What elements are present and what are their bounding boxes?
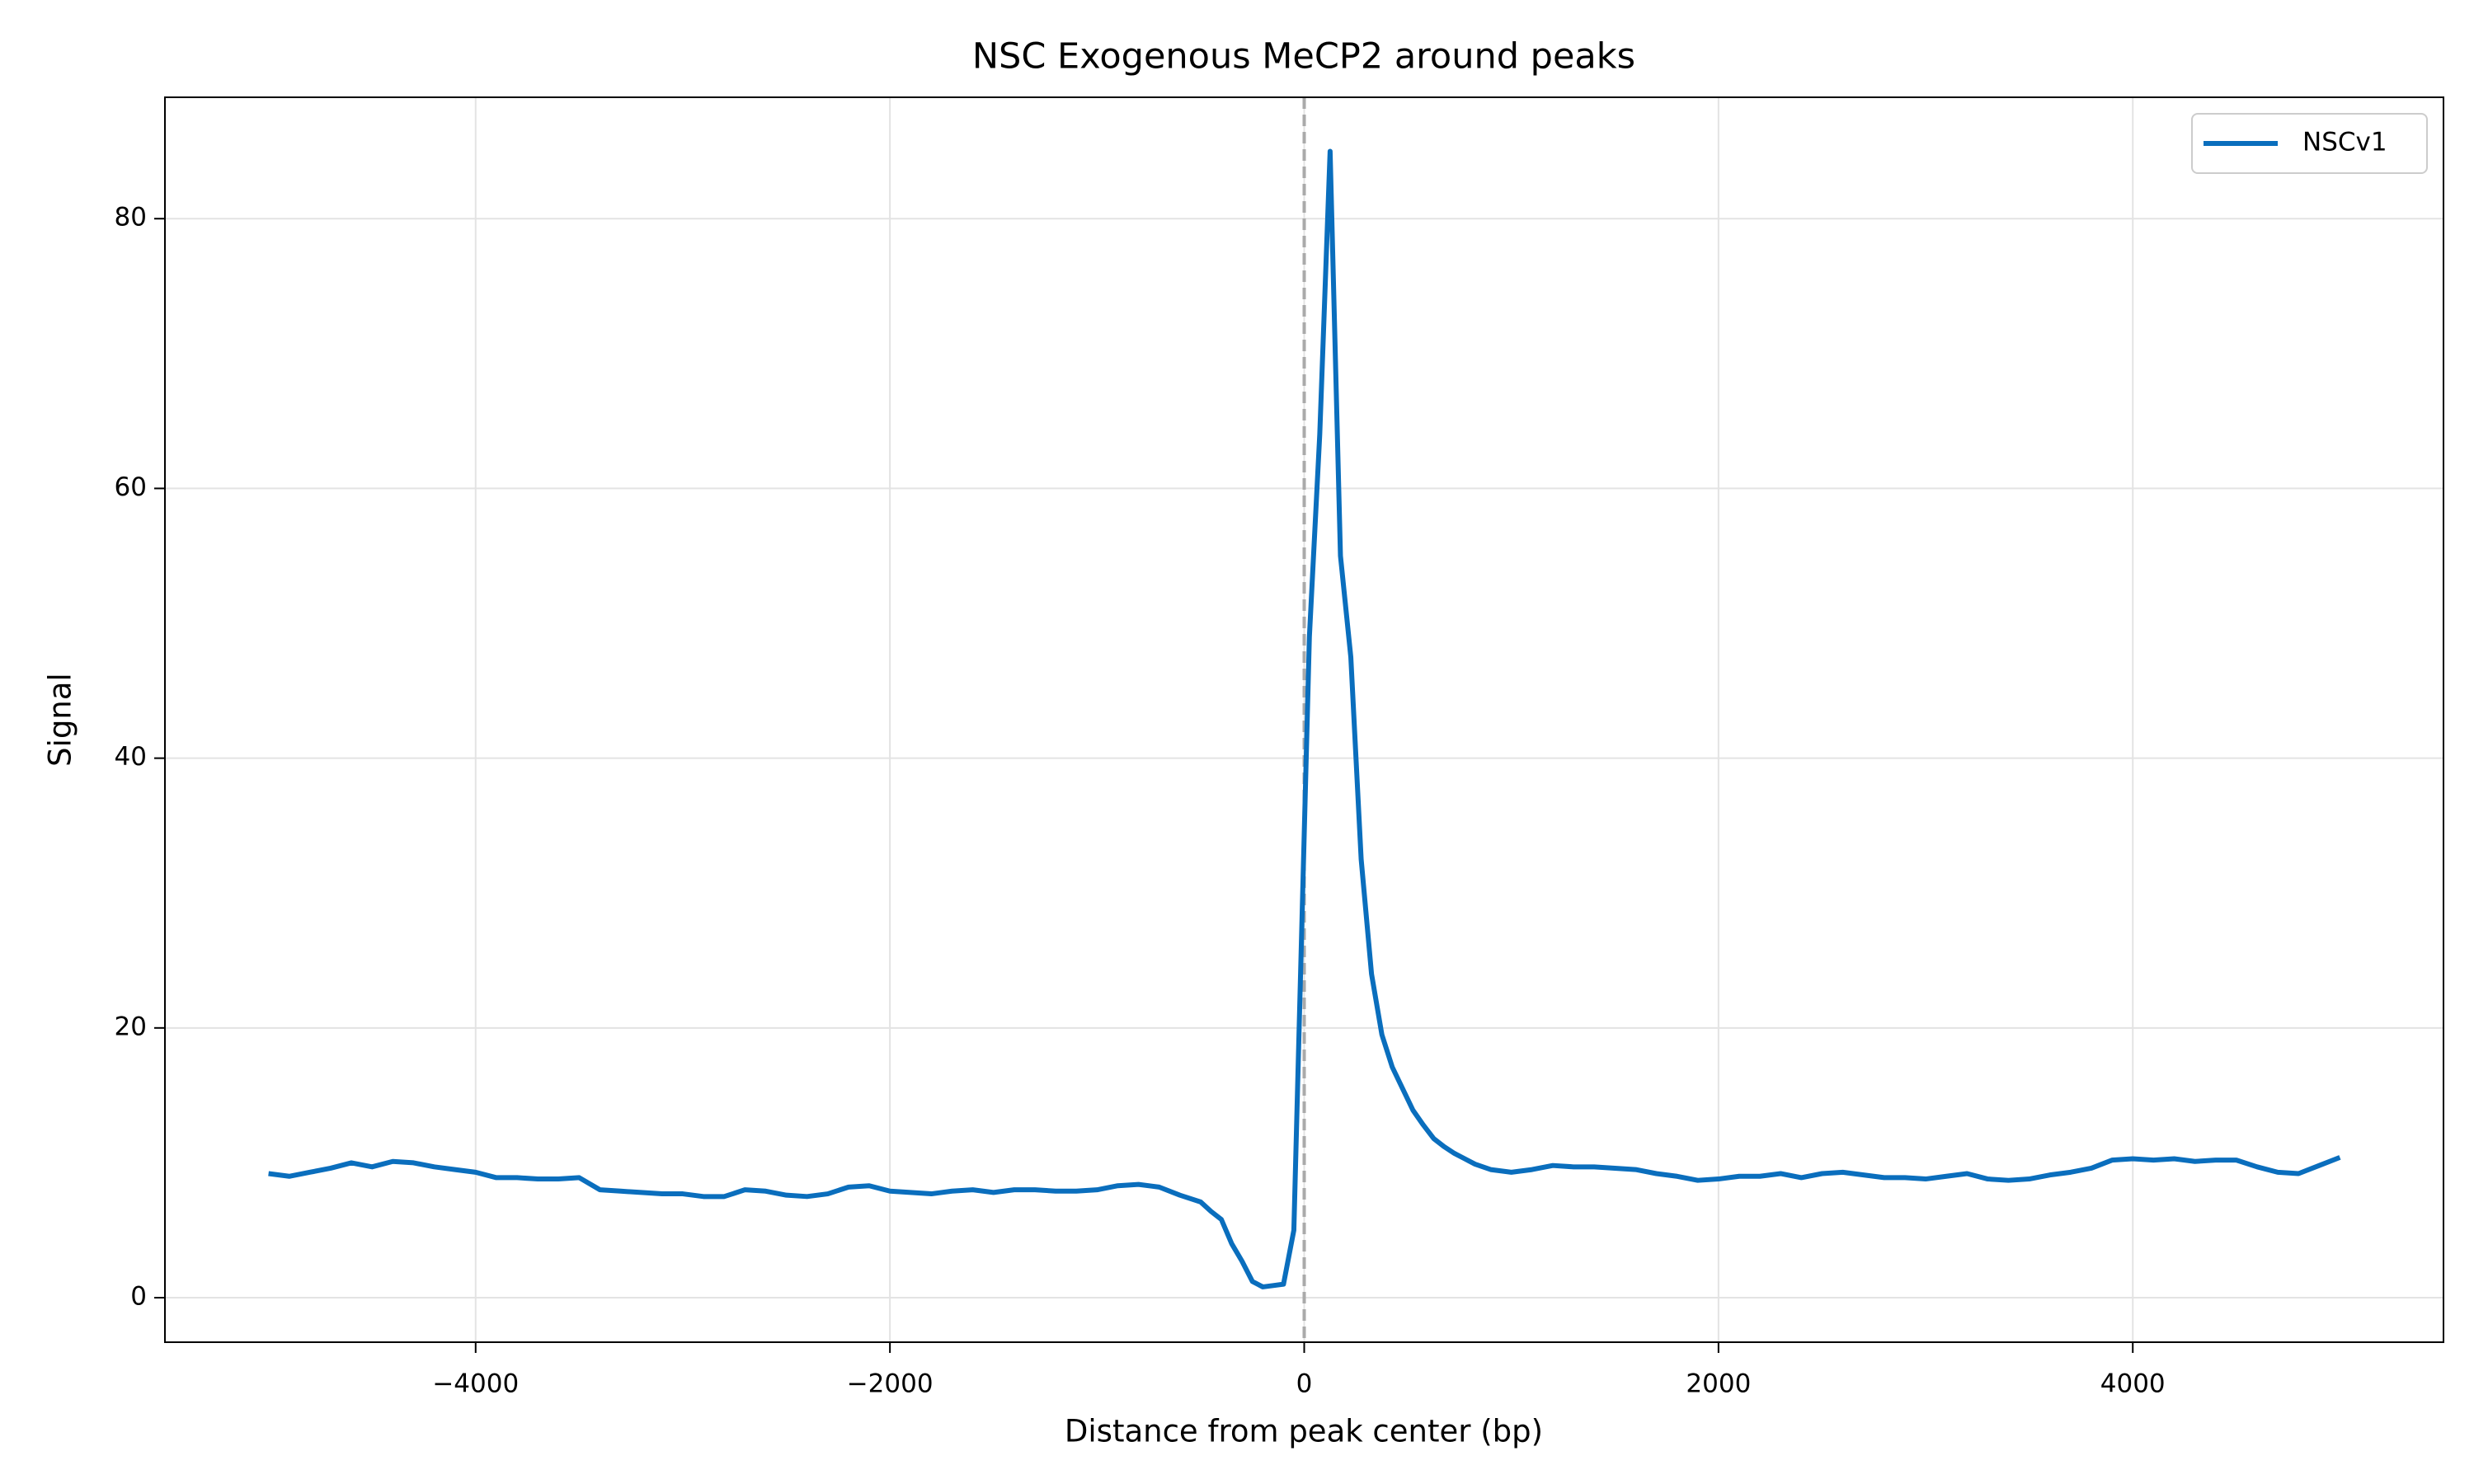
y-axis-label: Signal <box>43 673 78 767</box>
y-tick-label: 60 <box>115 472 147 502</box>
x-tick-label: 0 <box>1296 1369 1313 1399</box>
legend-box <box>2191 113 2428 174</box>
legend-label: NSCv1 <box>2302 128 2387 157</box>
y-tick-label: 0 <box>130 1282 147 1312</box>
series-line <box>268 148 2341 1289</box>
x-tick-label: −2000 <box>847 1369 934 1399</box>
x-tick-label: 2000 <box>1686 1369 1751 1399</box>
y-tick-label: 40 <box>115 742 147 772</box>
chart-title: NSC Exogenous MeCP2 around peaks <box>972 36 1635 77</box>
x-axis-label: Distance from peak center (bp) <box>1065 1414 1543 1449</box>
plot-frame <box>164 96 2444 1343</box>
x-tick-label: 4000 <box>2100 1369 2166 1399</box>
y-tick-label: 20 <box>115 1012 147 1041</box>
x-tick-label: −4000 <box>432 1369 519 1399</box>
y-tick-label: 80 <box>115 203 147 232</box>
